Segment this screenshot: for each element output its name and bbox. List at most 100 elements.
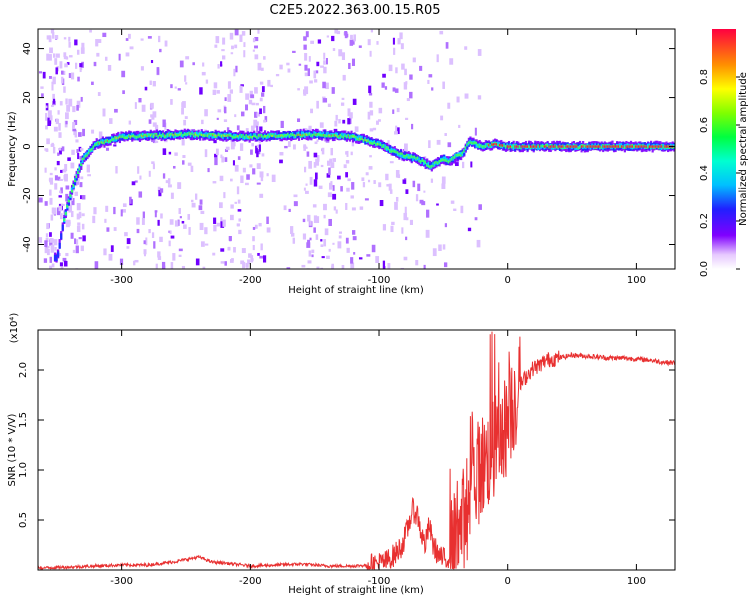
- spectrogram-noise-speckle: [332, 185, 335, 191]
- spectrogram-ridge-cell: [222, 135, 225, 140]
- spectrogram-noise-speckle: [389, 189, 393, 194]
- spectrogram-noise-speckle: [327, 192, 332, 198]
- spectrogram-noise-speckle: [121, 70, 126, 78]
- spectrogram-ridge-peak: [639, 145, 642, 148]
- spectrogram-ridge-cell: [563, 146, 566, 149]
- spectrogram-ridge-cell: [206, 134, 210, 138]
- spectrogram-ridge-cell: [103, 141, 106, 145]
- spectrogram-noise-speckle: [331, 35, 335, 42]
- spectrogram-noise-speckle: [177, 88, 181, 91]
- spectrogram-noise-speckle: [458, 124, 461, 128]
- spectrogram-noise-speckle: [346, 187, 350, 192]
- spectrogram-noise-speckle: [152, 81, 156, 87]
- spectrogram-noise-speckle: [358, 257, 363, 260]
- spectrogram-noise-speckle: [246, 174, 250, 180]
- spectrogram-noise-speckle: [323, 60, 326, 65]
- spectrogram-noise-speckle: [140, 38, 144, 41]
- spectrogram-noise-speckle: [157, 256, 162, 261]
- spectrogram-noise-speckle: [470, 161, 473, 168]
- spectrogram-ridge-cell: [280, 134, 284, 139]
- spectrogram-noise-speckle: [136, 228, 140, 234]
- spectrogram-noise-speckle: [392, 109, 395, 114]
- spectrogram-ridge-cell: [189, 133, 193, 138]
- spectrogram-ridge-cell: [304, 134, 307, 139]
- spectrogram-noise-speckle: [332, 158, 336, 162]
- spectrogram-noise-speckle: [321, 256, 325, 259]
- spectrogram-noise-speckle: [256, 163, 261, 169]
- spectrogram-noise-speckle: [224, 261, 227, 266]
- spectrogram-ridge-cell: [169, 132, 172, 136]
- spectrogram-ridge-cell: [353, 134, 356, 138]
- spectrogram-noise-speckle: [258, 144, 261, 152]
- spectrogram-noise-speckle: [259, 255, 264, 259]
- spectrogram-noise-speckle: [367, 111, 371, 120]
- spectrogram-noise-speckle: [332, 48, 336, 51]
- spectrogram-noise-speckle: [439, 30, 444, 35]
- spectrogram-noise-speckle: [230, 204, 234, 209]
- spectrogram-noise-speckle: [254, 45, 258, 49]
- spectrogram-noise-speckle: [415, 194, 419, 202]
- spectrogram-noise-speckle: [314, 79, 318, 83]
- spectrogram-ridge-cell: [341, 135, 344, 138]
- spectrogram-noise-speckle: [256, 113, 260, 116]
- spectrogram-ridge-cell: [439, 159, 443, 162]
- spectrogram-ridge-cell: [72, 184, 75, 187]
- spectrogram-noise-speckle: [184, 75, 187, 82]
- spectrogram-noise-speckle: [303, 44, 307, 50]
- colorbar-ticks: 0.0 0.2 0.4 0.6 0.8: [699, 69, 740, 277]
- spectrogram-noise-speckle: [185, 82, 188, 85]
- spectrogram-noise-speckle: [260, 243, 263, 251]
- spectrogram-ridge-cell: [140, 133, 143, 136]
- spectrogram-noise-speckle: [80, 176, 84, 180]
- spectrogram-noise-speckle: [157, 186, 161, 192]
- spectrogram-ridge-cell: [262, 135, 265, 138]
- spectrogram-noise-speckle: [430, 178, 434, 183]
- spectrogram-noise-speckle: [400, 43, 404, 50]
- spectrogram-noise-speckle: [257, 62, 262, 71]
- spectrogram-ridge-cell: [528, 145, 531, 148]
- spectrogram-noise-speckle: [304, 166, 307, 173]
- spectrogram-ridge-cell: [486, 143, 489, 146]
- spectrogram-noise-speckle: [199, 222, 204, 230]
- spectrogram-noise-speckle: [72, 125, 75, 129]
- spectrogram-noise-speckle: [66, 104, 71, 112]
- spectrogram-noise-speckle: [305, 31, 309, 38]
- spectrogram-ridge-cell: [653, 146, 656, 150]
- spectrogram-noise-speckle: [372, 127, 377, 131]
- spectrogram-noise-speckle: [474, 127, 477, 136]
- spectrogram-noise-speckle: [336, 30, 341, 35]
- spectrogram-ridge-cell: [602, 145, 605, 150]
- spectrogram-noise-speckle: [423, 264, 426, 269]
- spectrogram-noise-speckle: [303, 187, 306, 191]
- spectrogram-ridge-cell: [503, 144, 506, 151]
- spectrogram-noise-speckle: [406, 98, 410, 102]
- spectrogram-noise-speckle: [50, 144, 55, 147]
- spectrogram-noise-speckle: [47, 117, 52, 125]
- spectrogram-ridge-cell: [432, 164, 435, 168]
- spectrogram-noise-speckle: [162, 265, 166, 269]
- spectrogram-ridge-cell: [166, 133, 169, 136]
- spectrogram-noise-speckle: [138, 98, 142, 103]
- spectrogram-noise-speckle: [427, 79, 430, 84]
- spectrogram-ridge-peak: [642, 145, 645, 148]
- spectrogram-noise-speckle: [59, 178, 63, 181]
- spectrogram-noise-speckle: [337, 241, 342, 249]
- spectrogram-ridge-cell: [237, 135, 240, 138]
- spectrogram-noise-speckle: [338, 49, 343, 57]
- spectrogram-noise-speckle: [323, 239, 327, 247]
- spectrogram-ridge-cell: [325, 132, 328, 137]
- spectrogram-noise-speckle: [368, 93, 373, 96]
- spectrogram-ridge-peak: [651, 145, 655, 148]
- spectrogram-ridge-cell: [605, 144, 608, 147]
- spectrogram-noise-speckle: [57, 110, 60, 115]
- spectrogram-ridge-peak: [656, 145, 659, 148]
- spectrogram-noise-speckle: [279, 64, 283, 70]
- spectrogram-ridge-peak: [534, 145, 537, 148]
- spectrogram-noise-speckle: [55, 53, 60, 58]
- spectrogram-ridge-cell: [151, 133, 154, 138]
- spectrogram-noise-speckle: [326, 160, 331, 166]
- spectrogram-noise-speckle: [266, 173, 269, 177]
- spectrogram-ridge-cell: [359, 137, 362, 141]
- spectrogram-noise-speckle: [126, 238, 131, 245]
- spectrogram-noise-speckle: [394, 88, 399, 93]
